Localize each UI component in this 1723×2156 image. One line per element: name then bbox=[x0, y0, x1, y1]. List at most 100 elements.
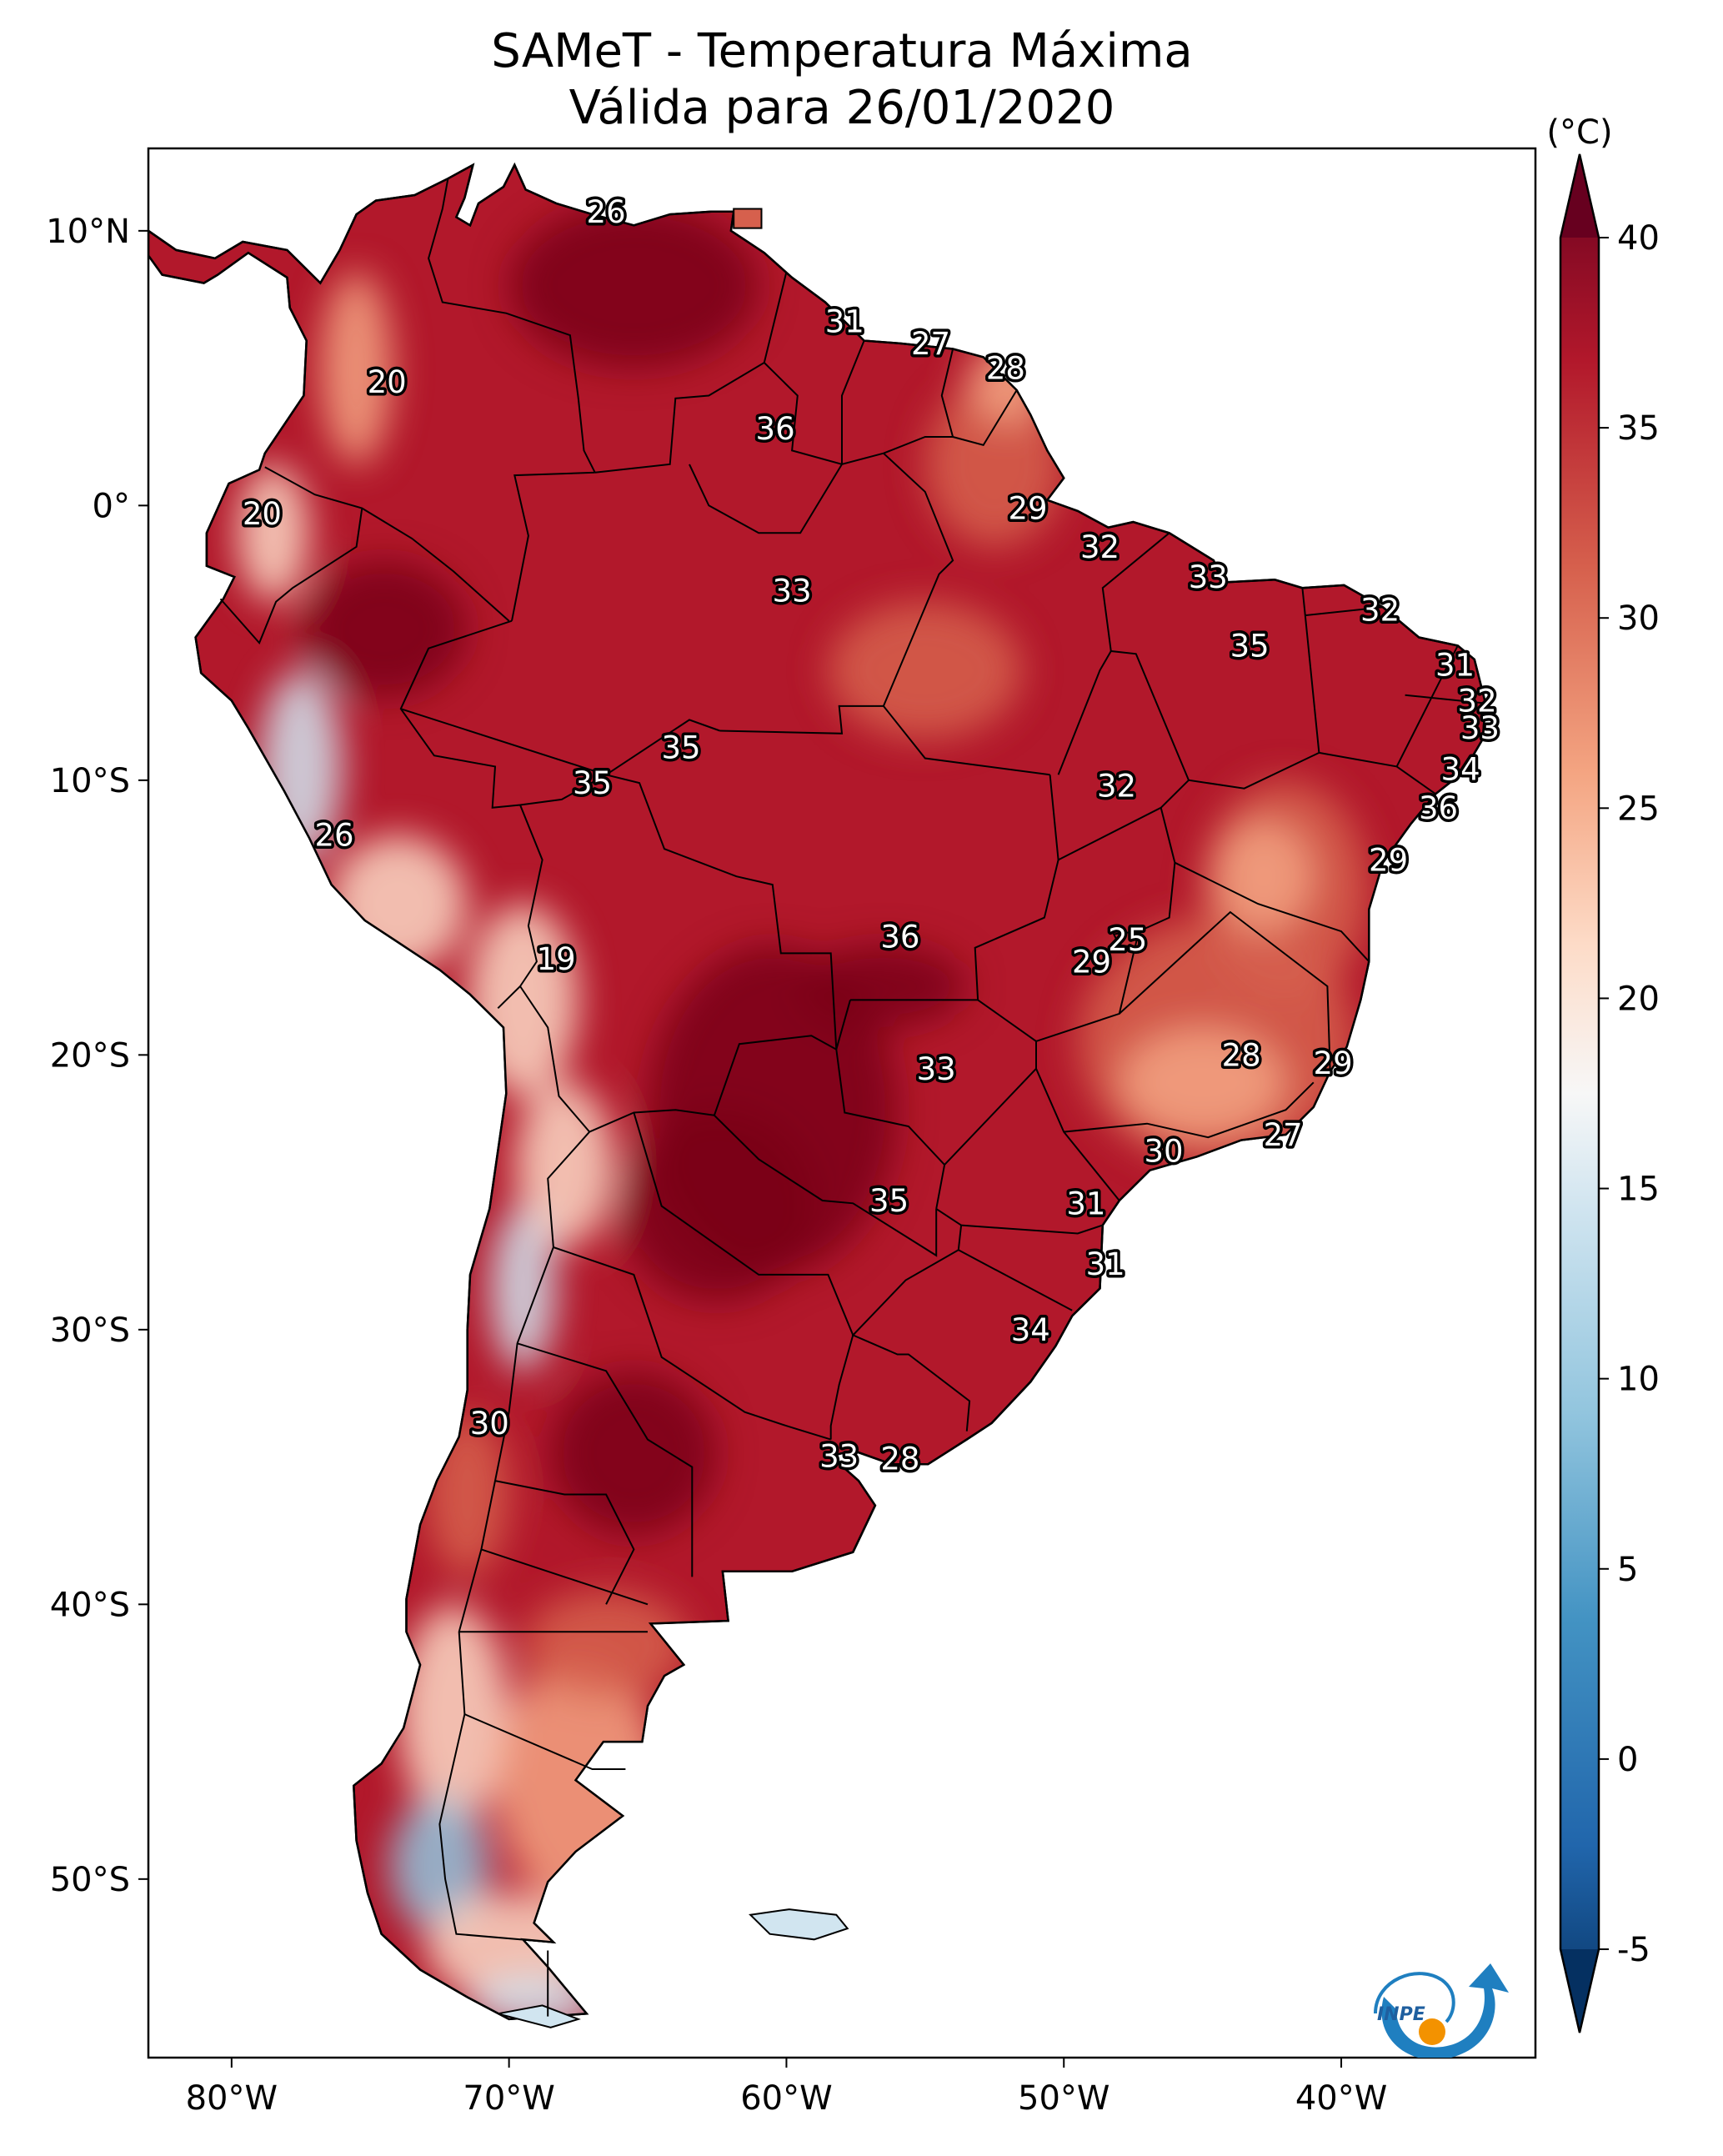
border-line bbox=[605, 719, 720, 776]
station-value: 32 bbox=[1080, 529, 1119, 565]
station-value: 30 bbox=[1144, 1134, 1183, 1170]
colorbar-tick-label: 10 bbox=[1617, 1361, 1660, 1399]
temperature-region bbox=[389, 1797, 490, 1934]
station-value: 29 bbox=[1072, 944, 1111, 980]
temperature-region bbox=[523, 1590, 689, 1701]
border-line bbox=[519, 805, 543, 987]
island bbox=[733, 208, 763, 229]
longitude-axis: 80°W 70°W 60°W 50°W 40°W bbox=[186, 2058, 1387, 2118]
latitude-axis: 10°N 0° 10°S 20°S 30°S 40°S 50°S bbox=[46, 213, 148, 1899]
station-value: 35 bbox=[661, 730, 700, 765]
border-line bbox=[464, 1713, 626, 1770]
logo-ring bbox=[1374, 1972, 1455, 2023]
station-value: 26 bbox=[314, 818, 353, 854]
colorbar-tick-label: 0 bbox=[1617, 1741, 1638, 1779]
temperature-region bbox=[800, 945, 967, 1028]
island bbox=[498, 2004, 581, 2028]
border-line bbox=[1101, 532, 1170, 652]
temperature-region bbox=[1119, 1027, 1286, 1138]
colorbar: (°C) 40 35 30 25 20 15 10 5 0 -5 bbox=[1546, 113, 1660, 2033]
station-value: 30 bbox=[470, 1406, 509, 1442]
station-value: 32 bbox=[1458, 683, 1497, 719]
colorbar-ticks: 40 35 30 25 20 15 10 5 0 -5 bbox=[1599, 219, 1660, 1969]
border-line bbox=[1057, 649, 1190, 861]
border-line bbox=[1174, 861, 1370, 962]
border-line bbox=[835, 1049, 946, 1210]
station-value: 36 bbox=[1419, 790, 1458, 826]
station-value: 26 bbox=[587, 194, 626, 230]
station-value: 31 bbox=[1435, 648, 1475, 684]
colorbar-tick-label: 30 bbox=[1617, 599, 1660, 638]
border-line bbox=[961, 1224, 1104, 1235]
border-line bbox=[511, 471, 595, 621]
latitude-tick-label: 0° bbox=[93, 487, 130, 525]
station-value: 35 bbox=[869, 1183, 909, 1219]
longitude-tick-label: 60°W bbox=[740, 2079, 832, 2118]
border-line bbox=[882, 452, 954, 707]
border-line bbox=[264, 466, 510, 622]
border-line bbox=[553, 1246, 831, 1441]
station-value: 27 bbox=[911, 326, 950, 362]
temperature-region bbox=[1214, 821, 1314, 932]
border-line bbox=[1112, 930, 1140, 949]
logo-swoosh bbox=[1381, 1963, 1509, 2058]
longitude-tick-label: 80°W bbox=[186, 2079, 278, 2118]
border-line bbox=[219, 508, 363, 644]
colorbar-tick-label: 40 bbox=[1617, 219, 1660, 258]
temperature-region bbox=[514, 1082, 615, 1247]
border-line bbox=[883, 436, 954, 454]
inpe-logo: INPE bbox=[1374, 1963, 1509, 2058]
colorbar-unit-label: (°C) bbox=[1546, 113, 1612, 152]
temperature-region bbox=[320, 272, 393, 464]
longitude-tick-label: 70°W bbox=[463, 2079, 554, 2118]
border-line bbox=[494, 1480, 635, 1605]
border-line bbox=[400, 708, 607, 776]
latitude-tick-label: 10°N bbox=[46, 213, 130, 251]
station-value: 36 bbox=[756, 411, 795, 447]
colorbar-top-extend bbox=[1560, 154, 1599, 238]
border-line bbox=[428, 178, 596, 474]
station-value: 33 bbox=[1460, 710, 1500, 746]
latitude-tick-label: 50°S bbox=[50, 1861, 130, 1899]
station-value: 34 bbox=[1441, 752, 1480, 788]
temperature-region bbox=[398, 1604, 509, 1824]
south-america-coastline bbox=[148, 162, 1487, 2021]
logo-dot bbox=[1419, 2018, 1445, 2045]
border-line bbox=[481, 1548, 649, 1606]
station-value: 29 bbox=[1369, 842, 1408, 878]
station-value: 19 bbox=[537, 941, 576, 977]
island bbox=[749, 1908, 849, 1941]
station-value: 29 bbox=[1314, 1045, 1353, 1081]
temperature-region bbox=[619, 1110, 814, 1302]
station-value: 32 bbox=[1097, 768, 1136, 804]
colorbar-tick-label: 35 bbox=[1617, 409, 1660, 448]
temperature-region bbox=[924, 382, 1064, 547]
station-value: 28 bbox=[986, 351, 1025, 387]
colorbar-tick-label: 5 bbox=[1617, 1551, 1638, 1589]
colorbar-bottom-extend bbox=[1560, 1949, 1599, 2033]
latitude-tick-label: 40°S bbox=[50, 1586, 130, 1624]
longitude-tick-label: 50°W bbox=[1018, 2079, 1109, 2118]
colorbar-body bbox=[1560, 153, 1600, 2033]
border-line bbox=[1405, 694, 1486, 704]
station-value: 31 bbox=[825, 304, 864, 340]
colorbar-tick-label: 25 bbox=[1617, 790, 1660, 828]
station-value: 27 bbox=[1264, 1117, 1303, 1153]
border-line bbox=[944, 999, 1037, 1166]
station-value: 20 bbox=[368, 364, 407, 400]
logo-text: INPE bbox=[1377, 2004, 1425, 2025]
latitude-tick-label: 30°S bbox=[50, 1311, 130, 1350]
land-temperature-field bbox=[148, 162, 1487, 2021]
station-value: 32 bbox=[1360, 593, 1400, 629]
station-value: 35 bbox=[573, 765, 612, 801]
border-line bbox=[1119, 910, 1331, 1072]
border-line bbox=[1395, 644, 1459, 767]
border-line bbox=[719, 704, 1050, 776]
latitude-tick-label: 20°S bbox=[50, 1036, 130, 1075]
station-value: 36 bbox=[880, 920, 919, 955]
station-value: 33 bbox=[1189, 559, 1228, 595]
border-line bbox=[958, 1249, 1073, 1311]
border-line bbox=[594, 272, 788, 474]
station-value: 31 bbox=[1066, 1186, 1105, 1221]
